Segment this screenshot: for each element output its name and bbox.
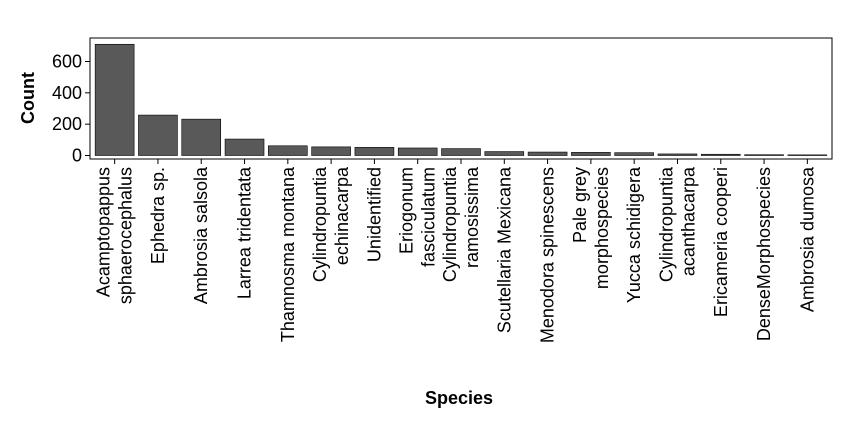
bar bbox=[614, 152, 654, 156]
x-tick-label-line: Scutellaria Mexicana bbox=[494, 166, 514, 333]
x-tick-label-line: Ericameria cooperi bbox=[711, 167, 731, 317]
y-tick-label: 400 bbox=[52, 83, 82, 103]
x-tick-label-line: Cylindropuntia bbox=[440, 166, 460, 282]
bar bbox=[181, 118, 222, 156]
x-tick-label: Ephedra sp. bbox=[148, 167, 168, 264]
x-tick-label-line: Ambrosia salsola bbox=[191, 166, 211, 304]
x-tick-label-line: Unidentified bbox=[364, 167, 384, 262]
x-tick-label-line: Pale grey bbox=[570, 167, 590, 243]
x-tick-label: Menodora spinescens bbox=[538, 167, 558, 343]
x-tick-label-line: Cylindropuntia bbox=[310, 166, 330, 282]
bar bbox=[744, 154, 784, 156]
x-tick-label: Pale grey morphospecies bbox=[570, 167, 612, 289]
x-tick-label: Scutellaria Mexicana bbox=[494, 166, 514, 333]
x-tick-label: Eriogonum fasciculatum bbox=[397, 167, 439, 267]
x-tick-label-line: morphospecies bbox=[592, 167, 612, 289]
bar bbox=[268, 145, 308, 156]
bar bbox=[311, 146, 351, 156]
bar bbox=[571, 152, 611, 156]
x-tick-label: Ambrosia dumosa bbox=[797, 166, 817, 312]
bar bbox=[484, 151, 525, 156]
x-tick-label-line: Cylindropuntia bbox=[656, 166, 676, 282]
x-tick-label: Thamnosma montana bbox=[278, 166, 298, 342]
x-tick-label-line: echinacarpa bbox=[332, 166, 352, 265]
x-tick-label-line: Menodora spinescens bbox=[538, 167, 558, 343]
x-tick-label-line: Acamptopappus bbox=[94, 167, 114, 297]
y-tick-label: 600 bbox=[52, 52, 82, 72]
bar bbox=[138, 114, 178, 156]
x-tick-label: Unidentified bbox=[364, 167, 384, 262]
x-tick-label-line: ramosissima bbox=[462, 166, 482, 268]
bar bbox=[94, 43, 135, 156]
x-tick-label: DenseMorphospecies bbox=[754, 167, 774, 341]
bar bbox=[224, 138, 265, 156]
x-axis: Acamptopappus sphaerocephalus Ephedra sp. A… bbox=[94, 159, 817, 343]
y-axis: 0 200 400 600 bbox=[52, 52, 90, 166]
x-tick-label-line: acanthacarpa bbox=[678, 166, 698, 276]
y-axis-title: Count bbox=[18, 72, 38, 124]
bar bbox=[441, 148, 481, 156]
x-tick-label-line: Ambrosia dumosa bbox=[797, 166, 817, 312]
x-tick-label-line: DenseMorphospecies bbox=[754, 167, 774, 341]
x-tick-label: Ericameria cooperi bbox=[711, 167, 731, 317]
bar bbox=[657, 153, 698, 156]
x-tick-label: Larrea tridentata bbox=[235, 166, 255, 299]
x-tick-label-line: Larrea tridentata bbox=[235, 166, 255, 299]
x-tick-label-line: fasciculatum bbox=[419, 167, 439, 267]
bar bbox=[700, 153, 741, 156]
x-tick-label: Cylindropuntia echinacarpa bbox=[310, 166, 352, 282]
bar bbox=[354, 147, 395, 156]
x-tick-label: Yucca schidigera bbox=[624, 166, 644, 303]
y-tick-label: 0 bbox=[72, 146, 82, 166]
x-tick-label-line: Thamnosma montana bbox=[278, 166, 298, 342]
x-tick-label: Ambrosia salsola bbox=[191, 166, 211, 304]
bar bbox=[527, 151, 568, 156]
x-tick-label-line: Ephedra sp. bbox=[148, 167, 168, 264]
x-tick-label-line: Eriogonum bbox=[397, 167, 417, 254]
x-tick-label: Cylindropuntia acanthacarpa bbox=[656, 166, 698, 282]
x-tick-label: Acamptopappus sphaerocephalus bbox=[94, 167, 136, 304]
x-axis-title: Species bbox=[425, 388, 493, 408]
bar bbox=[397, 147, 438, 156]
bars-group bbox=[94, 43, 828, 156]
x-tick-label-line: Yucca schidigera bbox=[624, 166, 644, 303]
y-tick-label: 200 bbox=[52, 114, 82, 134]
bar bbox=[787, 154, 828, 156]
x-tick-label: Cylindropuntia ramosissima bbox=[440, 166, 482, 282]
x-tick-label-line: sphaerocephalus bbox=[116, 167, 136, 304]
